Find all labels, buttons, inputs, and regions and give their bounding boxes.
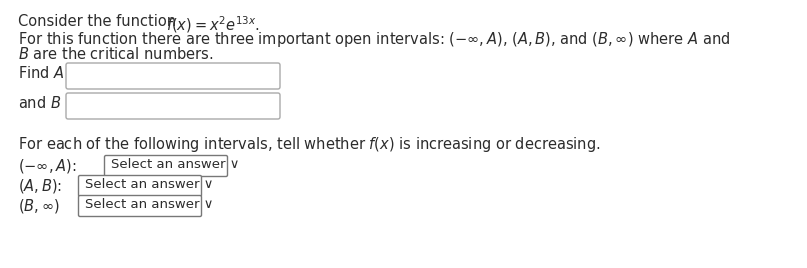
Text: Select an answer ∨: Select an answer ∨	[111, 158, 240, 171]
FancyBboxPatch shape	[66, 63, 280, 89]
Text: For this function there are three important open intervals: $( - \infty, A)$, $(: For this function there are three import…	[18, 30, 730, 49]
Text: and $B$: and $B$	[18, 95, 61, 111]
Text: $(A, B)$:: $(A, B)$:	[18, 177, 62, 195]
Text: $( - \infty, A)$:: $( - \infty, A)$:	[18, 157, 77, 175]
Text: $f(x) = x^2e^{13x}$.: $f(x) = x^2e^{13x}$.	[166, 14, 260, 35]
FancyBboxPatch shape	[66, 93, 280, 119]
Text: Consider the function: Consider the function	[18, 14, 181, 29]
FancyBboxPatch shape	[78, 195, 202, 217]
Text: Select an answer ∨: Select an answer ∨	[85, 198, 214, 211]
Text: Find $A$: Find $A$	[18, 65, 65, 81]
FancyBboxPatch shape	[78, 176, 202, 196]
Text: $B$ are the critical numbers.: $B$ are the critical numbers.	[18, 46, 213, 62]
Text: $(B, \infty)$: $(B, \infty)$	[18, 197, 60, 215]
Text: Select an answer ∨: Select an answer ∨	[85, 178, 214, 191]
Text: For each of the following intervals, tell whether $f(x)$ is increasing or decrea: For each of the following intervals, tel…	[18, 135, 600, 154]
FancyBboxPatch shape	[104, 155, 228, 177]
